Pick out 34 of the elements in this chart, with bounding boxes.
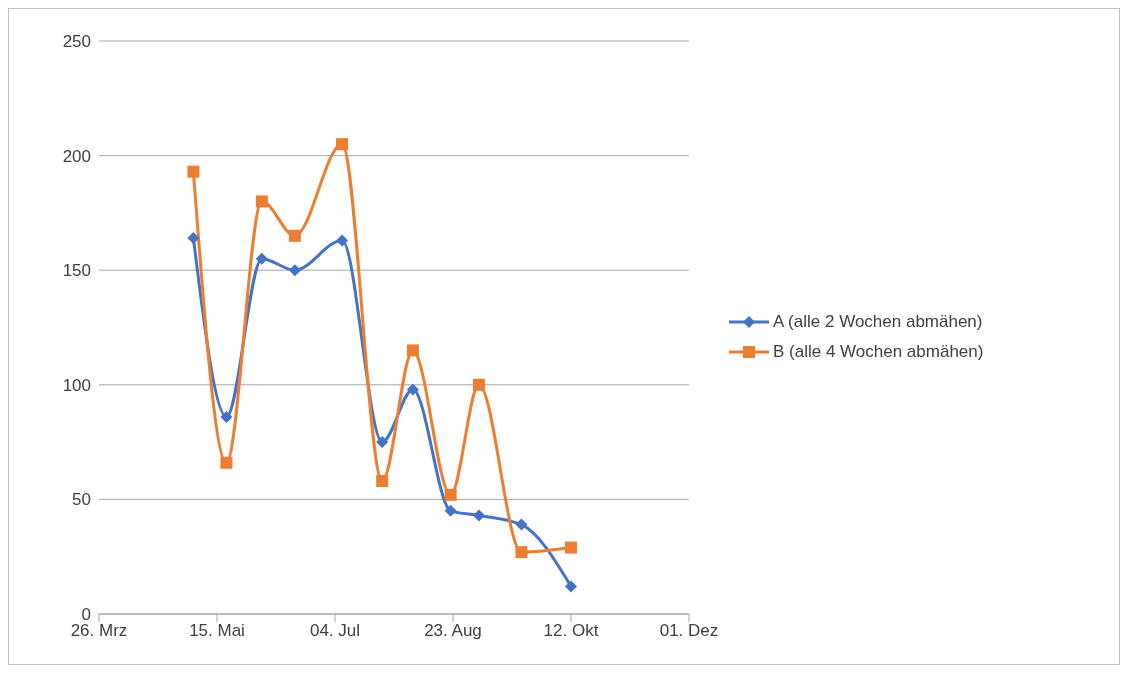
point (565, 580, 577, 593)
point (220, 410, 233, 423)
legend-label: A (alle 2 Wochen abmähen) (773, 310, 983, 333)
point (255, 195, 268, 208)
legend-label: B (alle 4 Wochen abmähen) (773, 340, 984, 363)
point (336, 138, 349, 151)
x-tick-label: 23. Aug (424, 621, 482, 641)
point (515, 518, 528, 531)
point (255, 252, 268, 265)
y-tick-label: 250 (62, 32, 91, 52)
y-tick-label: 100 (62, 375, 91, 395)
point (187, 165, 200, 178)
y-tick-label: 150 (62, 261, 91, 281)
x-tick-label: 01. Dez (659, 621, 719, 641)
x-tick-label: 15. Mai (189, 621, 245, 641)
x-tick-label: 12. Okt (543, 621, 599, 641)
point (565, 541, 577, 554)
point (444, 504, 457, 517)
point (472, 378, 485, 391)
point (444, 488, 457, 501)
point (288, 264, 301, 277)
point (515, 546, 528, 559)
point (406, 344, 419, 357)
point (472, 509, 485, 522)
point (406, 383, 419, 396)
y-tick-label: 50 (72, 490, 91, 510)
point (376, 436, 389, 449)
point (336, 234, 349, 247)
point (376, 475, 389, 488)
x-tick-label: 04. Jul (309, 621, 361, 641)
point (288, 229, 301, 242)
y-tick-label: 200 (62, 146, 91, 166)
point (220, 456, 233, 469)
point (187, 232, 200, 245)
